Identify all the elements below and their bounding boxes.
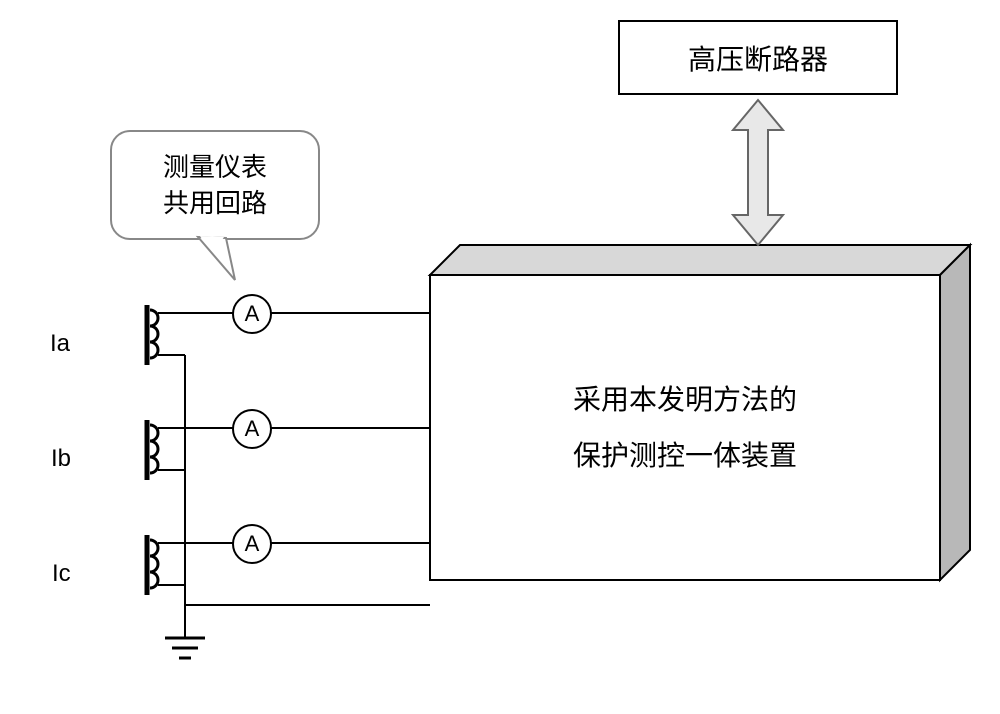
main-box-line1: 采用本发明方法的: [573, 372, 797, 428]
phase-label-c: Ic: [52, 560, 71, 588]
ammeter-b-label: A: [245, 416, 260, 442]
callout-bubble: 测量仪表 共用回路: [110, 130, 320, 240]
main-box-text: 采用本发明方法的 保护测控一体装置: [430, 275, 940, 580]
breaker-box: 高压断路器: [618, 20, 898, 95]
callout-line2: 共用回路: [163, 185, 267, 221]
callout-text: 测量仪表 共用回路: [163, 149, 267, 222]
ammeter-a-label: A: [245, 301, 260, 327]
ammeter-b: A: [232, 409, 272, 449]
ammeter-c: A: [232, 524, 272, 564]
ammeter-a: A: [232, 294, 272, 334]
main-box-line2: 保护测控一体装置: [573, 428, 797, 484]
phase-label-a: Ia: [50, 330, 70, 358]
phase-label-b: Ib: [51, 445, 71, 473]
ammeter-c-label: A: [245, 531, 260, 557]
breaker-label: 高压断路器: [688, 38, 828, 78]
callout-line1: 测量仪表: [163, 149, 267, 185]
